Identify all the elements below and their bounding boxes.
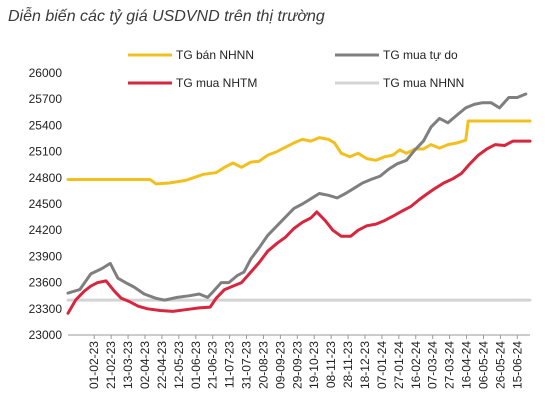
x-tick-label: 08-11-23: [324, 341, 338, 388]
y-tick-label: 23300: [29, 302, 63, 316]
x-tick-label: 27-01-24: [392, 341, 406, 389]
x-tick-label: 11-07-23: [223, 341, 237, 388]
x-tick-label: 07-03-24: [426, 341, 440, 389]
x-tick-label: 27-03-24: [443, 341, 457, 389]
x-tick-label: 19-10-23: [307, 341, 321, 389]
legend-label-tg-mua-nhtm: TG mua NHTM: [176, 76, 257, 90]
series-line-tg-ban-nhnn: [66, 119, 532, 186]
x-tick-label: 13-03-23: [121, 341, 135, 389]
x-tick-label: 01-02-23: [87, 341, 101, 389]
x-tick-label: 07-01-24: [375, 341, 389, 389]
x-tick-label: 16-04-24: [460, 341, 474, 389]
legend-label-tg-ban-nhnn: TG bán NHNN: [176, 48, 254, 62]
series-group: [66, 92, 532, 315]
x-tick-label: 22-04-23: [155, 341, 169, 389]
y-tick-label: 23000: [29, 328, 63, 342]
y-tick-label: 25700: [29, 92, 63, 106]
y-tick-label: 25400: [29, 118, 63, 132]
x-tick-label: 21-06-23: [206, 341, 220, 389]
x-tick-label: 01-06-23: [189, 341, 203, 389]
x-tick-label: 06-05-24: [476, 341, 490, 389]
x-tick-label: 15-06-24: [510, 341, 524, 389]
legend-label-tg-mua-tu-do: TG mua tự do: [383, 48, 458, 62]
legend-label-tg-mua-nhnn: TG mua NHNN: [383, 76, 464, 90]
y-tick-label: 24800: [29, 171, 63, 185]
chart-legend: TG bán NHNN TG mua tự do TG mua NHTM TG mua…: [128, 48, 464, 90]
x-tick-label: 31-07-23: [240, 341, 254, 389]
x-tick-label: 21-02-23: [104, 341, 118, 389]
y-tick-label: 25100: [29, 145, 63, 159]
x-tick-label: 16-02-24: [409, 341, 423, 389]
y-tick-label: 24500: [29, 197, 63, 211]
x-tick-label: 18-12-23: [358, 341, 372, 389]
chart-title: Diễn biến các tỷ giá USDVND trên thị trư…: [8, 8, 325, 25]
x-axis: 01-02-23 21-02-23 13-03-23 02-04-23 22-04-23…: [68, 334, 530, 389]
y-tick-label: 23900: [29, 249, 63, 263]
x-tick-label: 29-09-23: [290, 341, 304, 389]
y-tick-label: 24200: [29, 223, 63, 237]
x-tick-label: 02-04-23: [138, 341, 152, 389]
x-tick-label: 26-05-24: [493, 341, 507, 389]
x-tick-label: 20-08-23: [256, 341, 270, 389]
x-tick-label: 09-09-23: [273, 341, 287, 389]
series-line-tg-mua-nhtm: [66, 139, 532, 315]
x-tick-label: 12-05-23: [172, 341, 186, 389]
series-line-tg-mua-tu-do: [66, 92, 528, 302]
x-tick-label: 28-11-23: [341, 341, 355, 388]
y-tick-label: 26000: [29, 66, 63, 80]
y-axis: 26000 25700 25400 25100 24800 24500 24200 23900…: [29, 66, 63, 342]
y-tick-label: 23600: [29, 276, 63, 290]
